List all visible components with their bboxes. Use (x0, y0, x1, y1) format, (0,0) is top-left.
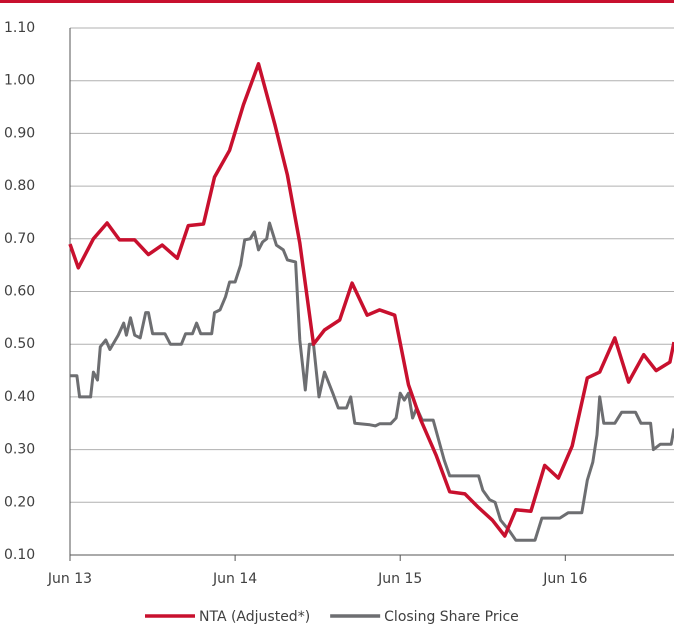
legend-label: NTA (Adjusted*) (199, 609, 310, 625)
y-tick-label: 0.10 (4, 547, 35, 563)
y-tick-label: 0.20 (4, 494, 35, 510)
series-line (68, 62, 674, 538)
x-tick-label: Jun 14 (212, 571, 257, 587)
x-tick-label: Jun 15 (377, 571, 422, 587)
x-tick-label: Jun 13 (47, 571, 92, 587)
y-tick-label: 0.30 (4, 442, 35, 458)
y-tick-label: 1.10 (4, 20, 35, 36)
y-tick-label: 0.70 (4, 231, 35, 247)
series-line (70, 221, 674, 542)
legend-label: Closing Share Price (384, 609, 519, 625)
y-tick-label: 0.60 (4, 284, 35, 300)
y-tick-label: 1.00 (4, 73, 35, 89)
top-band (0, 0, 674, 3)
y-tick-label: 0.80 (4, 178, 35, 194)
y-tick-label: 0.40 (4, 389, 35, 405)
x-tick-label: Jun 16 (542, 571, 587, 587)
y-tick-label: 0.90 (4, 125, 35, 141)
y-tick-label: 0.50 (4, 336, 35, 352)
